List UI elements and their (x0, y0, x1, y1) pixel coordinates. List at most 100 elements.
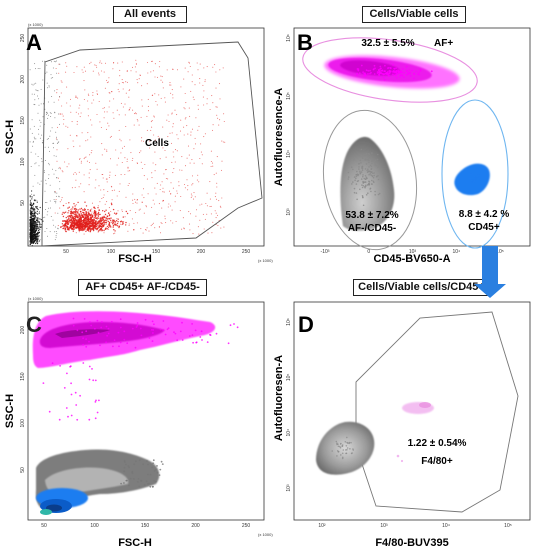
event-dot (355, 174, 357, 176)
event-dot (188, 62, 191, 64)
event-dot (78, 231, 80, 233)
event-dot (185, 102, 187, 104)
event-dot (123, 221, 125, 223)
event-dot (371, 158, 373, 161)
event-dot (85, 215, 87, 217)
event-dot (58, 418, 61, 421)
event-dot (58, 195, 60, 197)
event-dot (57, 225, 59, 227)
event-dot (145, 206, 147, 208)
event-dot (165, 177, 167, 180)
event-dot (52, 168, 53, 170)
event-dot (362, 196, 364, 198)
tick-label: 0 (367, 249, 370, 255)
event-dot (55, 198, 57, 201)
event-dot (368, 180, 370, 183)
event-dot (141, 167, 143, 170)
event-dot (181, 156, 183, 158)
event-dot (93, 214, 96, 216)
event-dot (154, 227, 156, 229)
event-dot (84, 156, 86, 159)
event-dot (374, 164, 376, 166)
event-dot (34, 214, 36, 216)
event-dot (89, 169, 91, 171)
event-dot (382, 76, 385, 79)
event-dot (53, 147, 54, 149)
event-dot (37, 227, 39, 229)
event-dot (128, 223, 130, 225)
event-dot (138, 124, 140, 126)
event-dot (165, 156, 167, 158)
panel-a-gate-label: Cells (145, 138, 169, 149)
event-dot (151, 340, 154, 342)
event-dot (46, 113, 47, 115)
event-dot (367, 192, 369, 194)
event-dot (70, 218, 72, 221)
event-dot (173, 168, 175, 170)
event-dot (191, 184, 193, 186)
event-dot (167, 114, 169, 116)
event-dot (70, 226, 72, 229)
event-dot (122, 222, 124, 224)
event-dot (85, 217, 87, 220)
panel-a-y-unit: (x 1000) (28, 22, 43, 27)
event-dot (141, 194, 143, 196)
event-dot (197, 69, 199, 71)
panel-a-letter: A (26, 30, 42, 55)
event-dot (111, 91, 113, 93)
event-dot (55, 231, 57, 232)
panel-b-cd45-pos-gate (441, 99, 509, 249)
event-dot (83, 225, 85, 228)
event-dot (95, 162, 97, 164)
event-dot (108, 222, 110, 224)
event-dot (374, 162, 376, 164)
event-dot (97, 226, 100, 229)
event-dot (29, 239, 31, 242)
event-dot (77, 211, 79, 214)
event-dot (53, 173, 55, 175)
event-dot (73, 146, 75, 148)
event-dot (121, 209, 123, 211)
event-dot (219, 205, 221, 207)
event-dot (349, 448, 351, 450)
tick-label: 50 (41, 523, 47, 529)
event-dot (356, 180, 359, 183)
event-dot (69, 219, 72, 222)
event-dot (39, 206, 41, 209)
event-dot (42, 382, 45, 384)
event-dot (184, 118, 186, 120)
event-dot (113, 233, 115, 235)
event-dot (154, 93, 156, 95)
event-dot (223, 113, 225, 115)
event-dot (103, 229, 105, 232)
event-dot (109, 92, 111, 94)
event-dot (42, 217, 44, 219)
event-dot (119, 326, 122, 329)
event-dot (125, 81, 127, 83)
event-dot (154, 170, 156, 172)
event-dot (135, 326, 138, 328)
event-dot (473, 180, 476, 183)
event-dot (50, 74, 52, 76)
event-dot (116, 225, 119, 227)
event-dot (58, 72, 60, 74)
event-dot (71, 211, 73, 214)
event-dot (48, 174, 50, 176)
panel-b-af-pos-gate (302, 37, 478, 103)
event-dot (151, 223, 153, 225)
event-dot (53, 60, 55, 62)
tick-label: 150 (152, 249, 161, 255)
event-dot (152, 459, 155, 462)
event-dot (44, 190, 46, 192)
event-dot (36, 239, 38, 242)
panel-c-letter: C (26, 312, 42, 337)
event-dot (198, 233, 200, 235)
event-dot (158, 203, 160, 205)
event-dot (154, 139, 156, 141)
event-dot (84, 226, 86, 229)
panel-c-plot-frame (27, 301, 265, 521)
event-dot (73, 211, 75, 214)
event-dot (113, 62, 115, 64)
event-dot (32, 221, 35, 223)
event-dot (47, 112, 48, 114)
